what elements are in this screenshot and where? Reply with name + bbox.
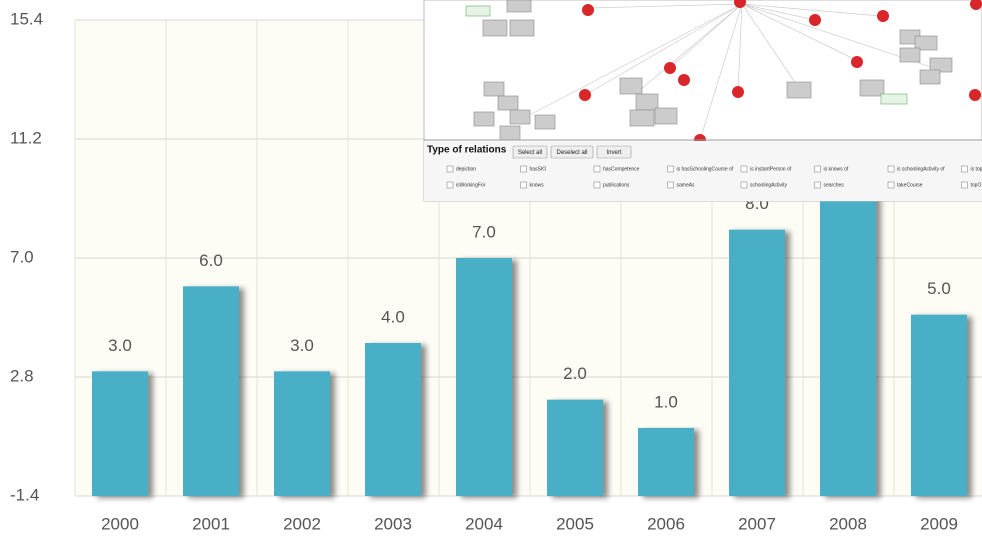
x-tick-label: 2004 bbox=[465, 514, 503, 533]
checkbox[interactable] bbox=[668, 166, 674, 172]
relation-label: publications bbox=[603, 182, 630, 188]
x-tick-label: 2000 bbox=[101, 514, 139, 533]
button-label: Invert bbox=[606, 150, 621, 156]
y-tick-label: 11.2 bbox=[10, 128, 42, 147]
checkbox[interactable] bbox=[741, 182, 747, 188]
relation-label: is top bbox=[971, 166, 982, 172]
y-tick-label: 2.8 bbox=[10, 366, 34, 385]
checkbox[interactable] bbox=[815, 182, 821, 188]
x-tick-label: 2005 bbox=[556, 514, 594, 533]
value-label: 7.0 bbox=[472, 222, 496, 241]
checkbox[interactable] bbox=[962, 166, 968, 172]
bar bbox=[911, 315, 967, 496]
x-tick-label: 2003 bbox=[374, 514, 412, 533]
relation-label: is instantPerson of bbox=[750, 166, 792, 172]
value-label: 4.0 bbox=[381, 307, 405, 326]
relation-label: is hasSchoolingCourse of bbox=[677, 166, 734, 172]
relation-label: hasSIO bbox=[530, 166, 547, 172]
relation-label: topO bbox=[971, 182, 982, 188]
x-tick-label: 2009 bbox=[920, 514, 958, 533]
y-tick-label: 15.4 bbox=[10, 9, 43, 28]
relation-label: sameAs bbox=[677, 182, 696, 188]
value-label: 5.0 bbox=[927, 279, 951, 298]
relation-label: is schoolingActivity of bbox=[897, 166, 945, 172]
button-label: Select all bbox=[518, 150, 542, 156]
x-tick-label: 2006 bbox=[647, 514, 685, 533]
checkbox[interactable] bbox=[888, 182, 894, 188]
bar bbox=[183, 286, 239, 496]
relation-label: hasCompetence bbox=[603, 166, 640, 172]
checkbox[interactable] bbox=[741, 166, 747, 172]
bar bbox=[92, 371, 148, 496]
value-label: 3.0 bbox=[290, 336, 314, 355]
bar bbox=[638, 428, 694, 496]
x-tick-label: 2001 bbox=[192, 514, 230, 533]
checkbox[interactable] bbox=[594, 182, 600, 188]
y-tick-label: 7.0 bbox=[10, 247, 34, 266]
bar bbox=[274, 371, 330, 496]
value-label: 1.0 bbox=[654, 392, 678, 411]
x-tick-label: 2007 bbox=[738, 514, 776, 533]
bar bbox=[547, 400, 603, 496]
relation-label: searches bbox=[824, 182, 845, 188]
relation-label: isWorkingFor bbox=[456, 182, 486, 188]
bar bbox=[729, 230, 785, 496]
button-label: Deselect all bbox=[556, 150, 587, 156]
x-tick-label: 2008 bbox=[829, 514, 867, 533]
relation-label: takeCourse bbox=[897, 182, 923, 188]
value-label: 3.0 bbox=[108, 336, 132, 355]
checkbox[interactable] bbox=[888, 166, 894, 172]
network-screenshot: Type of relations Select all Deselect all… bbox=[424, 0, 982, 201]
checkbox[interactable] bbox=[962, 182, 968, 188]
checkbox[interactable] bbox=[521, 182, 527, 188]
relation-label: schoolingActivity bbox=[750, 182, 787, 188]
relation-label: is knows of bbox=[824, 166, 849, 172]
checkbox[interactable] bbox=[668, 182, 674, 188]
value-label: 6.0 bbox=[199, 251, 223, 270]
checkbox[interactable] bbox=[815, 166, 821, 172]
checkbox[interactable] bbox=[594, 166, 600, 172]
relations-title: Type of relations bbox=[427, 145, 507, 156]
relation-label: knows bbox=[530, 182, 545, 188]
checkbox[interactable] bbox=[521, 166, 527, 172]
x-tick-label: 2002 bbox=[283, 514, 321, 533]
value-label: 2.0 bbox=[563, 364, 587, 383]
relation-label: depiction bbox=[456, 166, 476, 172]
bar bbox=[365, 343, 421, 496]
checkbox[interactable] bbox=[447, 166, 453, 172]
bar bbox=[456, 258, 512, 496]
chart: -1.4 2.8 7.0 11.2 15.4 2000 2001 2002 2003 2004 20… bbox=[0, 0, 982, 539]
checkbox[interactable] bbox=[447, 182, 453, 188]
y-tick-label: -1.4 bbox=[10, 485, 39, 504]
